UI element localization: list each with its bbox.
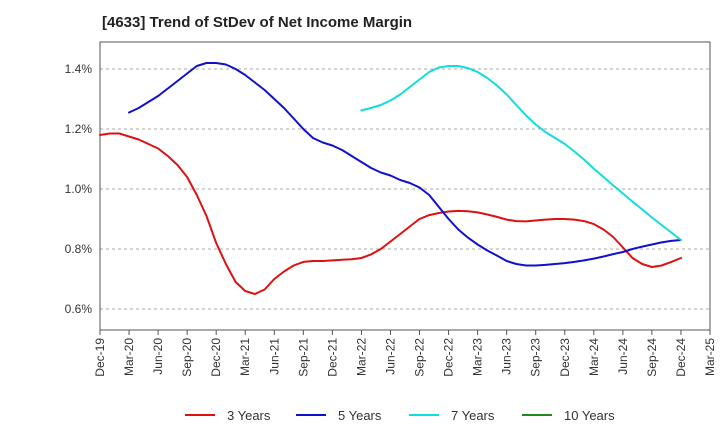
legend-label-3-years: 3 Years — [227, 407, 271, 423]
x-tick-label: Mar-22 — [354, 338, 368, 376]
plot-area — [99, 41, 711, 331]
x-tick-label: Mar-25 — [703, 338, 717, 376]
y-tick-label: 0.8% — [65, 242, 93, 256]
x-tick-label: Dec-21 — [325, 338, 339, 377]
x-tick-label: Dec-19 — [93, 338, 107, 377]
legend-item-5-years[interactable]: 5 Years — [296, 404, 381, 426]
x-tick-label: Jun-23 — [500, 338, 514, 375]
legend-label-5-years: 5 Years — [338, 407, 382, 423]
x-tick-label: Dec-22 — [442, 338, 456, 377]
x-tick-label: Sep-22 — [413, 338, 427, 377]
x-tick-label: Jun-21 — [267, 338, 281, 375]
x-tick-label: Mar-23 — [471, 338, 485, 376]
x-tick-label: Mar-21 — [238, 338, 252, 376]
x-tick-label: Jun-22 — [383, 338, 397, 375]
x-tick-label: Jun-24 — [616, 338, 630, 375]
x-tick-label: Sep-23 — [529, 338, 543, 377]
legend-swatch-3-years — [185, 414, 215, 416]
x-tick-label: Sep-21 — [296, 338, 310, 377]
legend-swatch-10-years — [522, 414, 552, 416]
legend-swatch-5-years — [296, 414, 326, 416]
y-tick-label: 1.4% — [65, 62, 93, 76]
x-tick-label: Dec-23 — [558, 338, 572, 377]
legend-item-3-years[interactable]: 3 Years — [185, 404, 270, 426]
x-tick-label: Dec-24 — [674, 338, 688, 377]
legend-item-7-years[interactable]: 7 Years — [409, 404, 494, 426]
series-line-5-years — [128, 62, 682, 267]
series-line-7-years — [360, 65, 682, 241]
x-tick-label: Mar-20 — [122, 338, 136, 376]
chart-legend: 3 Years 5 Years 7 Years 10 Years — [0, 404, 720, 426]
legend-swatch-7-years — [409, 414, 439, 416]
chart-title: [4633] Trend of StDev of Net Income Marg… — [102, 14, 413, 31]
legend-label-7-years: 7 Years — [451, 407, 495, 423]
y-tick-label: 1.2% — [65, 122, 93, 136]
y-tick-label: 0.6% — [65, 302, 93, 316]
x-tick-label: Sep-24 — [645, 338, 659, 377]
x-tick-label: Dec-20 — [209, 338, 223, 377]
x-tick-label: Sep-20 — [180, 338, 194, 377]
x-tick-label: Jun-20 — [151, 338, 165, 375]
legend-item-10-years[interactable]: 10 Years — [522, 404, 615, 426]
series-line-3-years — [99, 132, 682, 295]
legend-label-10-years: 10 Years — [564, 407, 615, 423]
y-tick-label: 1.0% — [65, 182, 93, 196]
x-tick-label: Mar-24 — [587, 338, 601, 376]
